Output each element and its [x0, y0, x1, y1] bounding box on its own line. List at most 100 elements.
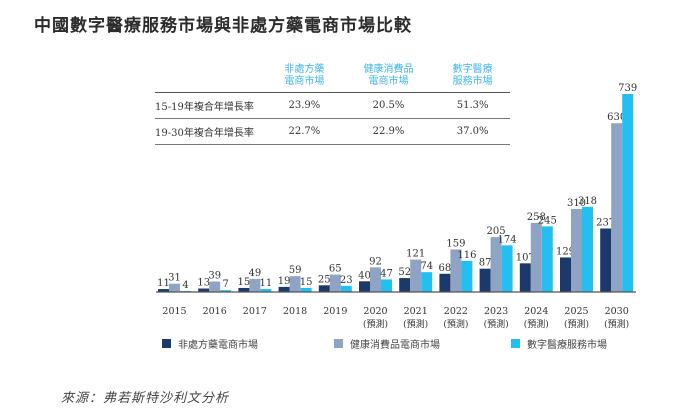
x-tick-label: 2024: [524, 306, 548, 317]
legend-item-digital: 數字醫療服務市場: [511, 336, 607, 351]
x-tick-label: 2022: [444, 306, 468, 317]
x-tick-sublabel: (預測): [484, 318, 509, 330]
bar: [611, 123, 623, 292]
bar-group: 237 630 739 2030(預測): [596, 83, 637, 330]
cagr-header-otc: 非處方藥 電商市場: [267, 64, 342, 93]
x-tick-label: 2015: [162, 306, 186, 317]
bar: [530, 222, 542, 292]
x-tick-sublabel: (預測): [443, 318, 468, 330]
bar: [600, 228, 612, 292]
bar: [560, 257, 571, 292]
data-label: 245: [538, 215, 557, 226]
cagr-table-header: 非處方藥 電商市場 健康消費品 電商市場 數字醫療 服務市場: [155, 64, 510, 93]
data-label: 630: [607, 112, 626, 123]
data-label: 13: [197, 278, 210, 289]
bar: [461, 260, 473, 292]
chart-title: 中國數字醫療服務市場與非處方藥電商市場比較: [34, 16, 412, 36]
data-label: 7: [223, 279, 229, 290]
bar: [198, 288, 210, 292]
cagr-header-health-line2: 電商市場: [368, 76, 409, 87]
cagr-row-label: 19-30年複合年增長率: [155, 128, 254, 139]
data-label: 31: [168, 273, 181, 284]
cagr-value: 23.9%: [288, 100, 321, 111]
data-label: 40: [358, 270, 371, 281]
data-label: 11: [157, 278, 170, 289]
cagr-header-otc-line2: 電商市場: [284, 76, 325, 87]
data-label: 15: [300, 277, 313, 288]
bar: [622, 94, 634, 292]
data-label: 318: [578, 196, 597, 207]
bar: [238, 287, 250, 292]
bar: [169, 283, 180, 292]
bar: [370, 267, 381, 292]
legend-swatch-digital: [511, 339, 520, 348]
bar: [410, 259, 422, 292]
data-label: 87: [479, 258, 492, 269]
data-label: 68: [439, 263, 452, 274]
data-label: 159: [446, 238, 465, 249]
bar: [289, 276, 301, 292]
bar: [571, 208, 582, 292]
x-tick-label: 2030: [605, 306, 629, 317]
cagr-value: 22.9%: [372, 126, 405, 137]
data-label: 74: [420, 261, 433, 272]
data-label: 107: [516, 252, 535, 263]
bar: [582, 206, 593, 292]
cagr-value: 37.0%: [456, 126, 489, 137]
x-tick-sublabel: (預測): [564, 318, 589, 330]
data-label: 23: [340, 275, 353, 286]
data-label: 39: [208, 271, 221, 282]
legend-swatch-otc: [162, 339, 171, 348]
table-row: 19-30年複合年增長率 22.7% 22.9% 37.0%: [155, 119, 510, 145]
data-label: 116: [457, 250, 476, 261]
data-label: 739: [618, 83, 637, 94]
data-label: 4: [182, 280, 188, 291]
bar: [479, 268, 491, 292]
cagr-table: 非處方藥 電商市場 健康消費品 電商市場 數字醫療 服務市場 15-19年複合年增長率…: [155, 64, 510, 145]
legend-label-health: 健康消費品電商市場: [350, 340, 440, 351]
bar: [519, 263, 531, 292]
data-label: 49: [249, 268, 262, 279]
source-note: 來源：弗若斯特沙利文分析: [61, 391, 230, 406]
bar: [359, 281, 370, 292]
x-tick-label: 2017: [243, 306, 267, 317]
legend-item-otc: 非處方藥電商市場: [162, 336, 258, 351]
bar: [260, 289, 272, 292]
cagr-header-digital-line2: 服務市場: [452, 76, 493, 87]
data-label: 237: [596, 218, 615, 229]
legend-label-otc: 非處方藥電商市場: [178, 340, 258, 351]
x-tick-label: 2018: [283, 306, 307, 317]
bar: [158, 289, 169, 292]
x-tick-label: 2021: [404, 306, 428, 317]
legend-item-health: 健康消費品電商市場: [334, 336, 440, 351]
cagr-header-digital: 數字醫療 服務市場: [435, 64, 510, 93]
cagr-value: 22.7%: [288, 126, 321, 137]
cagr-header-health-line1: 健康消費品: [363, 64, 414, 75]
legend-label-digital: 數字醫療服務市場: [527, 340, 607, 351]
x-tick-sublabel: (預測): [524, 318, 549, 330]
x-tick-label: 2016: [203, 306, 227, 317]
bar: [300, 287, 312, 292]
data-label: 92: [369, 256, 382, 267]
legend-swatch-health: [334, 339, 343, 348]
x-tick-label: 2020: [363, 306, 387, 317]
bar: [421, 272, 433, 292]
data-label: 52: [398, 267, 411, 278]
cagr-header-digital-line1: 數字醫療: [452, 64, 493, 75]
x-tick-sublabel: (預測): [403, 318, 428, 330]
cagr-row-label: 15-19年複合年增長率: [155, 102, 254, 113]
data-label: 11: [260, 278, 273, 289]
cagr-value: 51.3%: [456, 100, 489, 111]
bar: [541, 226, 553, 292]
data-label: 59: [289, 265, 302, 276]
x-tick-label: 2025: [564, 306, 588, 317]
